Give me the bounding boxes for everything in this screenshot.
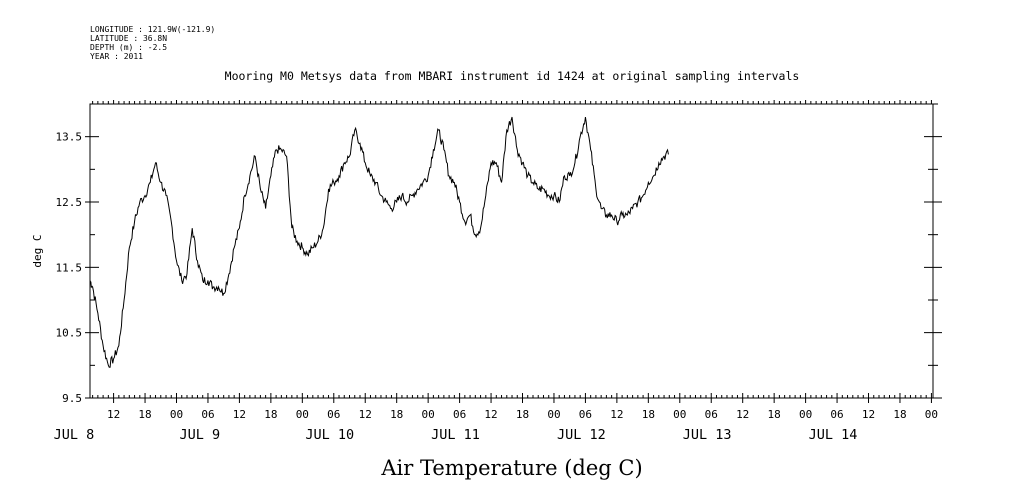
y-axis: 9.5 10.5 11.5 12.5 13.5 (56, 103, 942, 405)
y-tick-label: 13.5 (56, 131, 83, 144)
y-tick-label: 10.5 (56, 327, 83, 340)
day-label: JUL 14 (809, 427, 858, 443)
x-tick-label: 18 (768, 408, 781, 421)
meta-line: YEAR : 2011 (90, 52, 143, 61)
x-tick-label: 12 (233, 408, 246, 421)
x-tick-label: 12 (484, 408, 497, 421)
series-line (89, 116, 669, 368)
x-tick-label: 18 (642, 408, 655, 421)
x-tick-label: 06 (453, 408, 466, 421)
x-tick-label: 06 (579, 408, 592, 421)
x-axis: 12 18 00 06 12 18 00 06 12 18 00 06 12 18 00 06 12 18 00 06… (54, 100, 938, 443)
x-tick-label: 12 (862, 408, 875, 421)
y-tick-label: 11.5 (56, 261, 83, 274)
x-tick-label: 00 (799, 408, 812, 421)
meta-line: LONGITUDE : 121.9W(-121.9) (90, 25, 215, 34)
x-tick-label: 18 (138, 408, 151, 421)
day-label: JUL 9 (180, 427, 221, 443)
day-label: JUL 10 (305, 427, 354, 443)
x-tick-label: 00 (296, 408, 309, 421)
x-tick-label: 18 (390, 408, 403, 421)
day-label: JUL 12 (557, 427, 606, 443)
x-tick-label: 12 (610, 408, 623, 421)
x-tick-label: 18 (516, 408, 529, 421)
y-tick-label: 9.5 (62, 392, 82, 405)
meta-line: DEPTH (m) : -2.5 (90, 43, 167, 52)
x-tick-label: 12 (107, 408, 120, 421)
x-tick-label: 18 (893, 408, 906, 421)
x-tick-label: 00 (925, 408, 938, 421)
x-tick-label: 06 (830, 408, 843, 421)
day-label: JUL 13 (683, 427, 732, 443)
x-tick-label: 18 (264, 408, 277, 421)
y-axis-label: deg C (31, 234, 44, 267)
x-tick-label: 00 (547, 408, 560, 421)
day-label: JUL 8 (54, 427, 95, 443)
x-tick-label: 00 (170, 408, 183, 421)
x-tick-label: 06 (327, 408, 340, 421)
x-axis-label: Air Temperature (deg C) (380, 456, 642, 480)
x-tick-label: 12 (736, 408, 749, 421)
x-tick-label: 00 (422, 408, 435, 421)
series-group (89, 116, 669, 368)
chart-title: Mooring M0 Metsys data from MBARI instru… (225, 69, 800, 83)
y-tick-label: 12.5 (56, 196, 83, 209)
x-tick-label: 00 (673, 408, 686, 421)
x-tick-label: 12 (359, 408, 372, 421)
day-label: JUL 11 (431, 427, 480, 443)
plot-frame (89, 103, 934, 399)
meta-line: LATITUDE : 36.8N (90, 34, 167, 43)
x-tick-label: 06 (201, 408, 214, 421)
metadata-block: LONGITUDE : 121.9W(-121.9) LATITUDE : 36… (90, 25, 215, 61)
x-tick-label: 06 (705, 408, 718, 421)
